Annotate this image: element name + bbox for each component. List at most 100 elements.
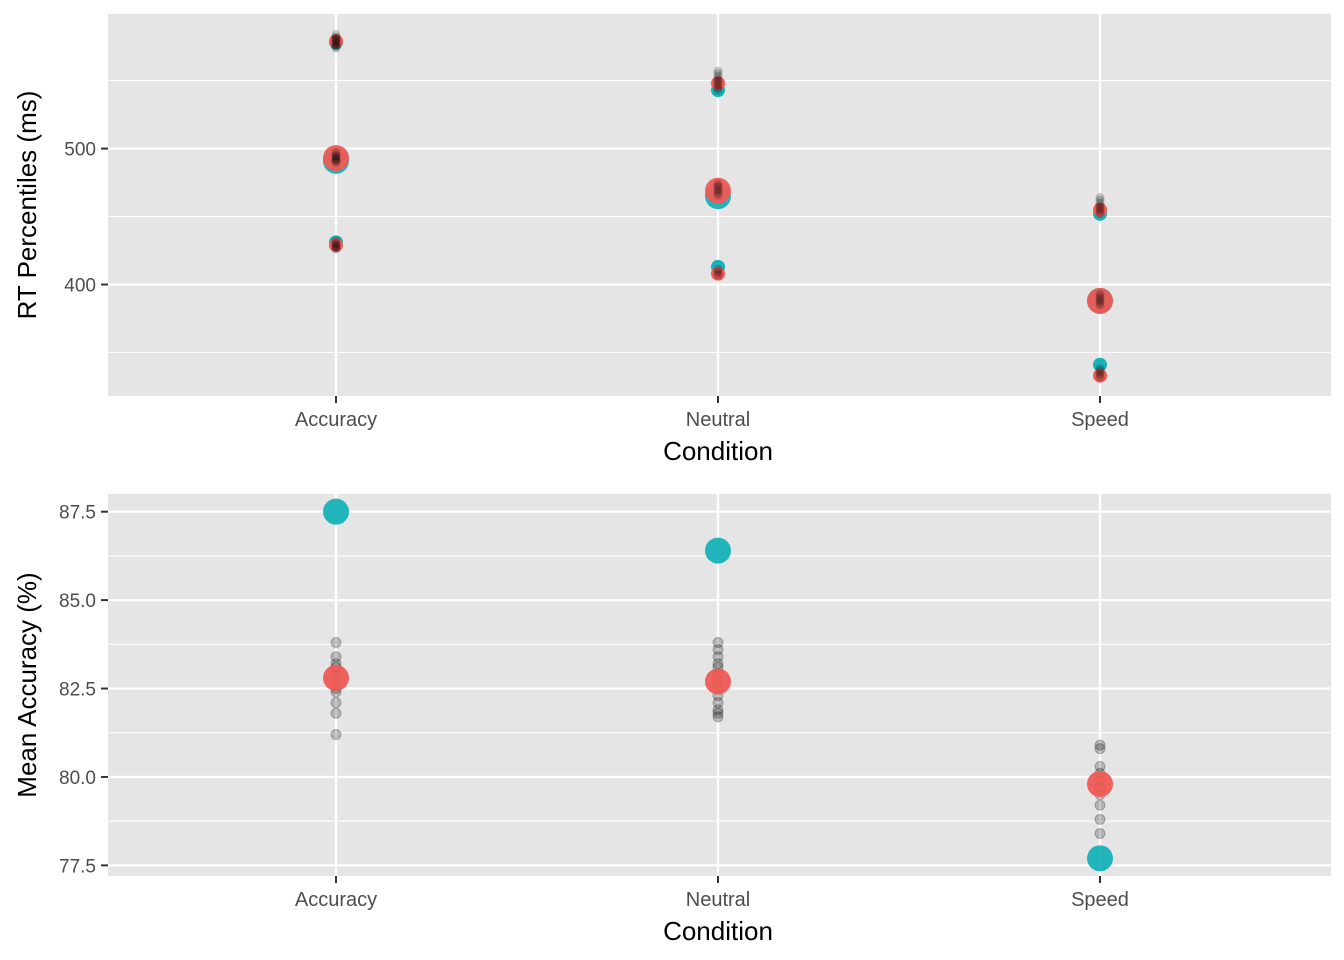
black-data-point — [1095, 206, 1105, 216]
red-data-point — [705, 668, 731, 695]
black-data-point — [713, 265, 723, 275]
x-tick-label: Accuracy — [295, 889, 377, 911]
black-data-point — [713, 77, 723, 87]
x-tick-label: Accuracy — [295, 409, 377, 431]
black-data-point — [331, 39, 341, 49]
black-data-point — [331, 239, 341, 249]
black-data-point — [331, 157, 341, 167]
black-data-point — [1095, 294, 1105, 304]
black-data-point — [1095, 297, 1105, 307]
black-data-point — [1095, 201, 1105, 211]
data-points — [323, 29, 1113, 383]
black-data-point — [1095, 198, 1105, 208]
black-data-point — [331, 156, 341, 166]
x-axis-title: Condition — [663, 916, 773, 946]
black-data-point — [330, 729, 342, 741]
y-axis: 77.5 80.0 82.5 85.0 87.5 — [59, 503, 108, 877]
y-tick-label: 87.5 — [59, 503, 96, 524]
black-data-point — [331, 36, 341, 46]
y-tick-label: 77.5 — [59, 856, 96, 877]
black-data-point — [331, 236, 341, 246]
black-data-point — [1095, 203, 1105, 213]
y-tick-label: 82.5 — [59, 680, 96, 701]
x-axis: Accuracy Neutral Speed — [295, 876, 1129, 911]
black-data-point — [331, 154, 341, 164]
black-data-point — [712, 637, 724, 649]
y-tick-label: 500 — [64, 140, 96, 161]
black-data-point — [713, 72, 723, 82]
red-data-point — [323, 145, 349, 172]
black-data-point — [1095, 195, 1105, 205]
x-axis: Accuracy Neutral Speed — [295, 396, 1129, 431]
black-data-point — [1095, 364, 1105, 374]
red-data-point — [1087, 287, 1113, 314]
black-data-point — [1095, 300, 1105, 310]
black-data-point — [331, 42, 341, 52]
black-data-point — [331, 148, 341, 158]
teal-data-point — [1093, 357, 1107, 372]
black-data-point — [1094, 828, 1106, 840]
x-tick-label: Speed — [1071, 889, 1129, 911]
red-data-point — [705, 177, 731, 204]
black-data-point — [331, 241, 341, 251]
black-data-point — [712, 704, 724, 716]
black-data-point — [712, 644, 724, 656]
black-data-point — [1095, 369, 1105, 379]
x-tick-label: Neutral — [686, 889, 750, 911]
x-axis-title: Condition — [663, 436, 773, 466]
black-data-point — [331, 150, 341, 160]
rt-percentiles-chart: 400 500 Accuracy Neutral Speed Condition RT… — [12, 14, 1331, 466]
teal-data-point — [1087, 845, 1113, 872]
black-data-point — [713, 190, 723, 200]
red-data-point — [711, 266, 725, 281]
red-data-point — [323, 664, 349, 691]
red-data-point — [329, 34, 343, 49]
black-data-point — [1094, 799, 1106, 811]
black-data-point — [330, 697, 342, 709]
y-axis: 400 500 — [64, 140, 108, 297]
x-tick-label: Speed — [1071, 409, 1129, 431]
black-data-point — [713, 82, 723, 92]
y-tick-label: 80.0 — [59, 768, 96, 789]
black-data-point — [713, 74, 723, 84]
teal-data-point — [323, 498, 349, 525]
black-data-point — [331, 35, 341, 45]
black-data-point — [713, 267, 723, 277]
black-data-point — [713, 66, 723, 76]
black-data-point — [1094, 813, 1106, 825]
black-data-point — [1095, 372, 1105, 382]
black-data-point — [1094, 743, 1106, 755]
black-data-point — [330, 707, 342, 719]
y-tick-label: 85.0 — [59, 591, 96, 612]
black-data-point — [1095, 193, 1105, 203]
black-data-point — [713, 69, 723, 79]
black-data-point — [1095, 292, 1105, 302]
black-data-point — [1095, 209, 1105, 219]
data-points — [323, 498, 1113, 872]
black-data-point — [331, 243, 341, 253]
mean-accuracy-chart: 77.5 80.0 82.5 85.0 87.5 Accuracy Neutral Spee… — [12, 494, 1331, 946]
black-data-point — [713, 80, 723, 90]
red-data-point — [1087, 771, 1113, 798]
black-data-point — [713, 184, 723, 194]
black-data-point — [331, 153, 341, 163]
black-data-point — [331, 33, 341, 43]
black-data-point — [330, 651, 342, 663]
y-axis-title: Mean Accuracy (%) — [12, 572, 42, 797]
black-data-point — [713, 182, 723, 192]
black-data-point — [1094, 739, 1106, 751]
black-data-point — [712, 697, 724, 709]
black-data-point — [331, 32, 341, 42]
red-data-point — [711, 76, 725, 91]
y-axis-title: RT Percentiles (ms) — [12, 91, 42, 320]
x-tick-label: Neutral — [686, 409, 750, 431]
black-data-point — [331, 40, 341, 50]
black-data-point — [1095, 367, 1105, 377]
black-data-point — [331, 244, 341, 254]
black-data-point — [713, 85, 723, 95]
black-data-point — [713, 179, 723, 189]
red-data-point — [1093, 202, 1107, 217]
black-data-point — [331, 240, 341, 250]
black-data-point — [712, 707, 724, 719]
